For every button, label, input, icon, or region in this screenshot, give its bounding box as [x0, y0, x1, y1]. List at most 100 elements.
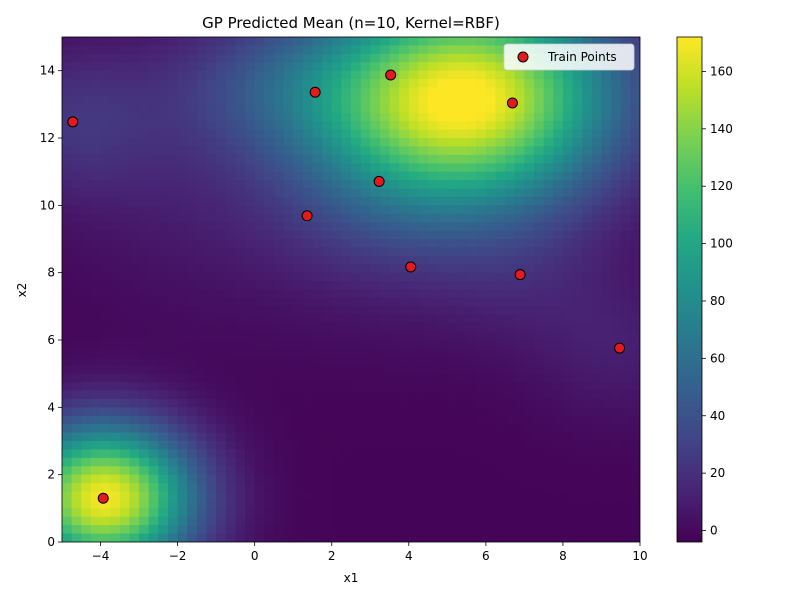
- heatmap-cell: [322, 491, 333, 501]
- heatmap-cell: [264, 407, 275, 417]
- heatmap-cell: [62, 37, 73, 47]
- heatmap-cell: [534, 441, 545, 451]
- heatmap-cell: [100, 306, 111, 316]
- heatmap-cell: [206, 112, 217, 122]
- heatmap-cell: [341, 314, 352, 324]
- heatmap-cell: [119, 491, 131, 501]
- heatmap-cell: [553, 222, 564, 232]
- heatmap-cell: [196, 432, 208, 442]
- heatmap-cell: [177, 457, 188, 467]
- heatmap-cell: [62, 171, 73, 181]
- heatmap-cell: [601, 415, 612, 425]
- heatmap-cell: [283, 205, 294, 215]
- heatmap-cell: [187, 146, 198, 156]
- heatmap-cell: [129, 121, 140, 131]
- heatmap-cell: [331, 508, 342, 518]
- heatmap-cell: [100, 499, 111, 509]
- heatmap-cell: [71, 264, 82, 274]
- heatmap-cell: [351, 163, 362, 173]
- heatmap-cell: [543, 306, 554, 316]
- heatmap-cell: [129, 230, 140, 240]
- heatmap-cell: [148, 508, 159, 518]
- heatmap-cell: [62, 146, 73, 156]
- heatmap-cell: [399, 356, 410, 366]
- heatmap-cell: [302, 516, 314, 526]
- heatmap-cell: [158, 213, 169, 223]
- heatmap-cell: [293, 45, 304, 55]
- heatmap-cell: [100, 483, 111, 493]
- y-axis-label: x2: [15, 283, 29, 298]
- heatmap-cell: [360, 390, 371, 400]
- heatmap-cell: [90, 323, 102, 333]
- heatmap-cell: [572, 146, 583, 156]
- heatmap-cell: [206, 95, 217, 105]
- heatmap-cell: [562, 373, 574, 383]
- heatmap-cell: [187, 457, 198, 467]
- heatmap-cell: [110, 70, 121, 80]
- x-tick-label: 6: [482, 549, 490, 563]
- heatmap-cell: [562, 213, 574, 223]
- heatmap-cell: [591, 79, 603, 89]
- heatmap-cell: [167, 104, 179, 114]
- heatmap-cell: [620, 382, 631, 392]
- heatmap-cell: [408, 45, 420, 55]
- heatmap-cell: [543, 205, 554, 215]
- heatmap-cell: [379, 112, 391, 122]
- heatmap-cell: [630, 104, 640, 114]
- heatmap-cell: [225, 205, 236, 215]
- heatmap-cell: [148, 289, 159, 299]
- heatmap-cell: [360, 154, 371, 164]
- heatmap-cell: [485, 272, 497, 282]
- heatmap-cell: [235, 95, 246, 105]
- heatmap-cell: [341, 508, 352, 518]
- heatmap-cell: [534, 163, 545, 173]
- heatmap-cell: [505, 87, 516, 97]
- heatmap-cell: [90, 356, 102, 366]
- heatmap-cell: [100, 289, 111, 299]
- heatmap-cell: [312, 281, 323, 291]
- heatmap-cell: [408, 499, 420, 509]
- heatmap-cell: [456, 508, 468, 518]
- heatmap-cell: [81, 289, 92, 299]
- heatmap-cell: [543, 188, 554, 198]
- heatmap-cell: [437, 407, 448, 417]
- heatmap-cell: [505, 449, 516, 459]
- heatmap-cell: [71, 499, 82, 509]
- heatmap-cell: [389, 79, 400, 89]
- heatmap-cell: [524, 373, 535, 383]
- heatmap-cell: [187, 95, 198, 105]
- heatmap-cell: [476, 230, 487, 240]
- heatmap-cell: [476, 348, 487, 358]
- heatmap-cell: [611, 331, 622, 341]
- heatmap-cell: [129, 508, 140, 518]
- heatmap-cell: [148, 457, 159, 467]
- heatmap-cell: [505, 491, 516, 501]
- heatmap-cell: [158, 474, 169, 484]
- heatmap-cell: [591, 129, 603, 139]
- heatmap-cell: [534, 104, 545, 114]
- heatmap-cell: [110, 205, 121, 215]
- heatmap-cell: [264, 348, 275, 358]
- heatmap-cell: [273, 306, 285, 316]
- heatmap-cell: [351, 171, 362, 181]
- heatmap-cell: [360, 70, 371, 80]
- heatmap-cell: [447, 382, 458, 392]
- heatmap-cell: [476, 365, 487, 375]
- heatmap-cell: [543, 466, 554, 476]
- heatmap-cell: [428, 432, 439, 442]
- heatmap-cell: [100, 205, 111, 215]
- heatmap-cell: [119, 281, 131, 291]
- heatmap-cell: [293, 516, 304, 526]
- heatmap-cell: [601, 323, 612, 333]
- heatmap-cell: [630, 483, 640, 493]
- heatmap-cell: [379, 239, 391, 249]
- heatmap-cell: [485, 264, 497, 274]
- heatmap-cell: [408, 525, 420, 535]
- heatmap-cell: [81, 466, 92, 476]
- heatmap-cell: [389, 483, 400, 493]
- heatmap-cell: [456, 272, 468, 282]
- heatmap-cell: [505, 525, 516, 535]
- heatmap-cell: [428, 356, 439, 366]
- heatmap-cell: [119, 457, 131, 467]
- heatmap-cell: [505, 112, 516, 122]
